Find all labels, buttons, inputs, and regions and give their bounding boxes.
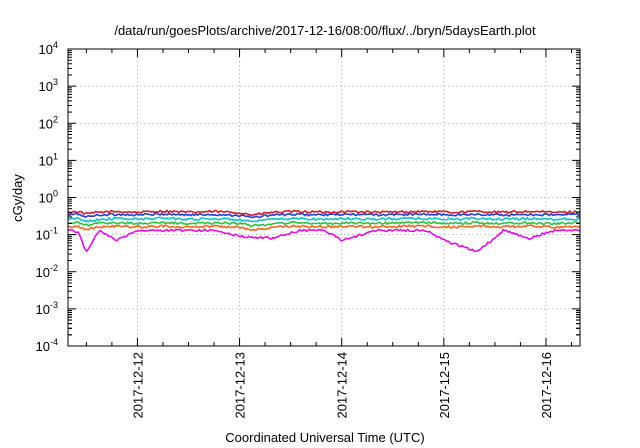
series-line	[67, 209, 581, 217]
x-tick-label: 2017-12-13	[233, 352, 248, 419]
x-tick-label: 2017-12-16	[539, 352, 554, 419]
series-line	[67, 224, 581, 232]
y-tick-label: 10-2	[36, 263, 58, 280]
chart-title: /data/run/goesPlots/archive/2017-12-16/0…	[114, 23, 536, 38]
y-tick-label: 10-4	[36, 337, 58, 354]
series-line	[67, 228, 581, 253]
y-axis-label: cGy/day	[10, 174, 25, 222]
y-tick-label: 102	[39, 114, 58, 131]
y-tick-label: 103	[39, 77, 58, 94]
y-tick-label: 104	[39, 40, 58, 57]
y-tick-label: 10-3	[36, 300, 58, 317]
x-tick-label: 2017-12-15	[437, 352, 452, 419]
x-axis: 2017-12-12 2017-12-13 2017-12-14 2017-12-15…	[85, 49, 572, 419]
x-tick-label: 2017-12-12	[130, 352, 145, 419]
grid	[68, 49, 580, 346]
y-axis: 104 103 102 101 100 10-1 10-2 10-3 10-4	[36, 40, 580, 354]
x-tick-label: 2017-12-14	[335, 352, 350, 419]
y-tick-label: 10-1	[36, 226, 58, 243]
y-tick-label: 101	[39, 151, 58, 168]
series-line	[67, 216, 581, 223]
series-line	[67, 212, 581, 219]
series-group	[67, 209, 581, 253]
series-line	[67, 220, 581, 228]
y-tick-label: 100	[39, 189, 58, 206]
x-axis-label: Coordinated Universal Time (UTC)	[225, 430, 424, 445]
